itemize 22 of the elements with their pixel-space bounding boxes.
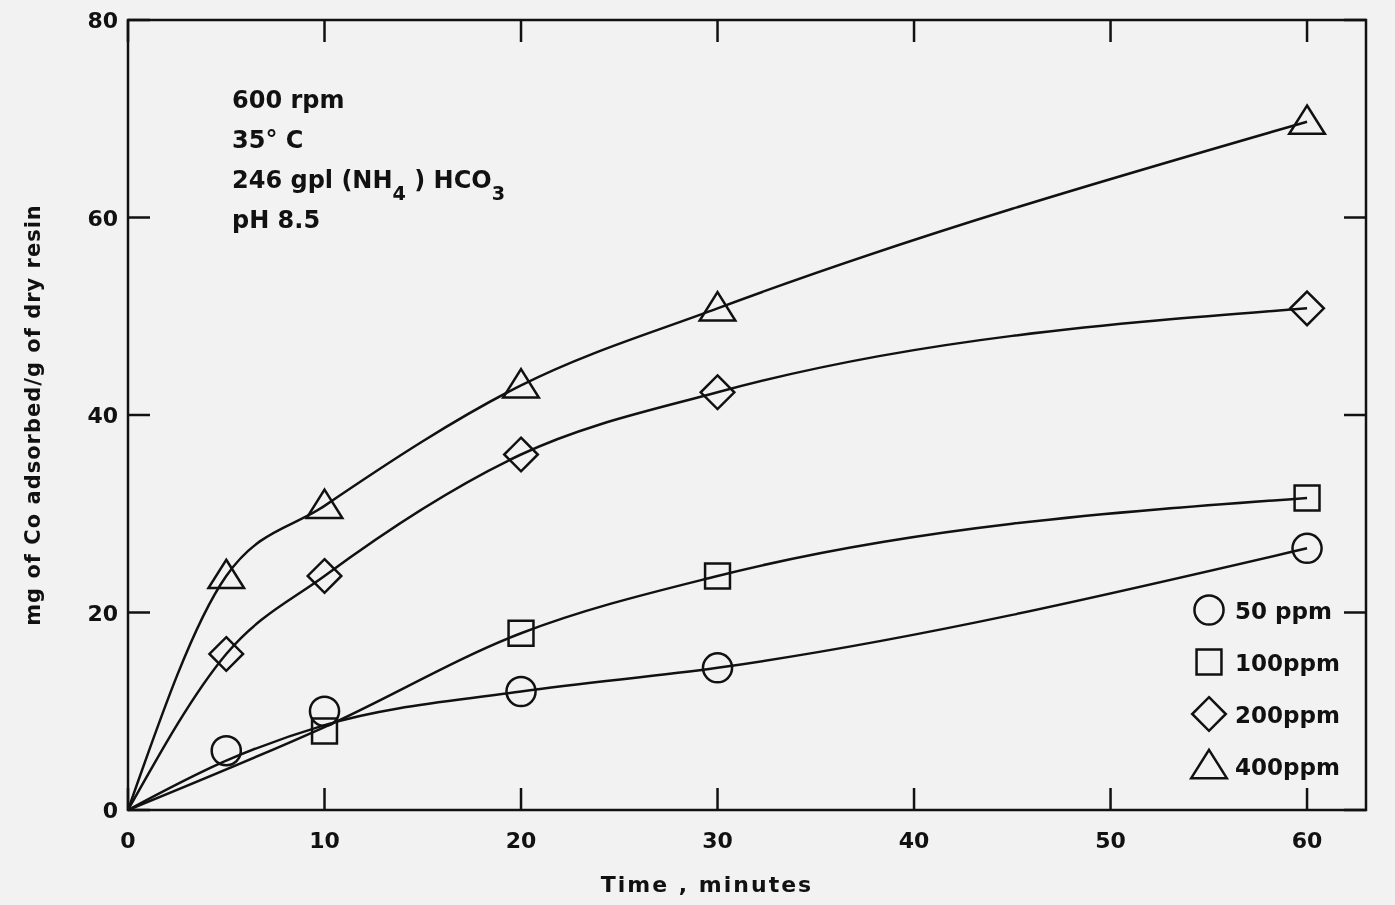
x-tick-label: 40 [898,828,930,853]
y-tick-label: 80 [87,8,118,33]
x-tick-label: 0 [120,828,136,853]
annotation: 600 rpm [232,86,345,114]
y-tick-label: 20 [87,600,118,626]
x-tick-label: 60 [1291,828,1323,853]
legend-label: 50 ppm [1235,598,1332,624]
annotation: 246 gpl (NH$_{4}$ ) HCO$_{3}$ [232,166,506,205]
y-axis-title: mg of Co adsorbed/g of dry resin [21,204,45,626]
y-tick-label: 0 [102,798,118,823]
x-tick-label: 30 [702,828,733,853]
y-tick-label: 40 [87,403,118,428]
y-tick-label: 60 [87,205,118,231]
legend-label: 200ppm [1235,702,1340,728]
legend-label: 100ppm [1235,650,1340,676]
annotation: 35° C [232,126,304,154]
x-tick-label: 20 [505,828,537,853]
x-axis-title: Time , minutes [600,872,814,897]
legend-label: 400ppm [1235,754,1340,780]
x-tick-label: 50 [1095,828,1126,853]
annotation: pH 8.5 [232,206,321,234]
x-tick-label: 10 [309,828,340,853]
